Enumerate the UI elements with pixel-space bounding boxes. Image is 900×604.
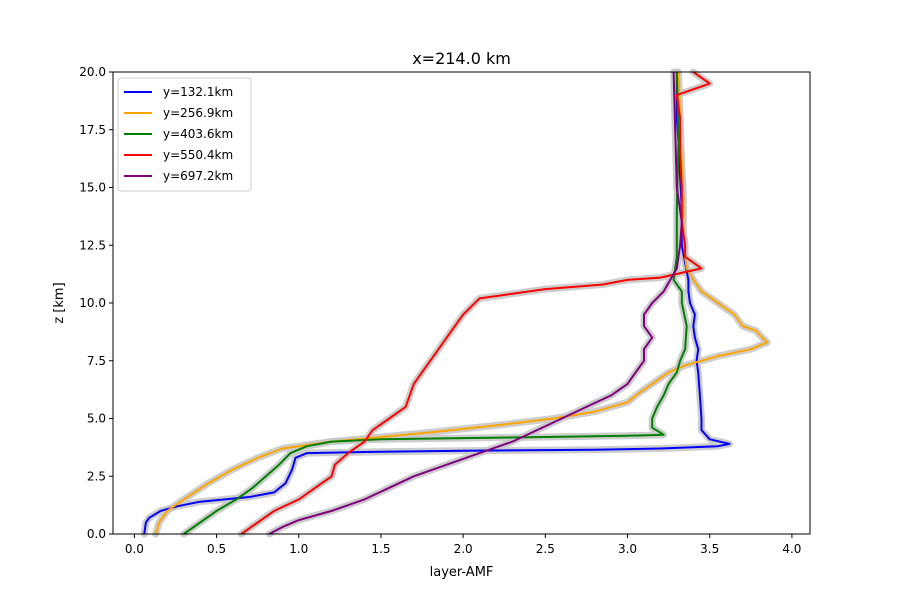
x-axis-ticks: 0.0 0.5 1.0 1.5 2.0 2.5 3.0 3.5 4.0 <box>125 534 801 556</box>
y-tick-label: 10.0 <box>79 296 106 310</box>
y-tick-label: 5.0 <box>87 412 106 426</box>
y-tick-label: 7.5 <box>87 354 106 368</box>
x-tick-label: 0.5 <box>207 542 226 556</box>
chart-title: x=214.0 km <box>412 49 511 68</box>
x-tick-label: 3.0 <box>618 542 637 556</box>
y-tick-label: 17.5 <box>79 123 106 137</box>
legend-box <box>117 77 252 192</box>
y-tick-label: 20.0 <box>79 65 106 79</box>
x-tick-label: 2.0 <box>454 542 473 556</box>
series-line-5 <box>268 71 683 535</box>
series-line-3 <box>183 71 688 535</box>
x-tick-label: 1.0 <box>289 542 308 556</box>
y-axis-ticks: 0.0 2.5 5.0 7.5 10.0 12.5 15.0 17.5 20.0 <box>79 65 113 541</box>
y-tick-label: 2.5 <box>87 469 106 483</box>
series-line-1 <box>143 72 731 535</box>
series-line-4 <box>240 71 711 535</box>
legend-label: y=697.2km <box>163 169 233 183</box>
y-tick-label: 15.0 <box>79 181 106 195</box>
x-tick-label: 4.0 <box>782 542 801 556</box>
legend: y=132.1km y=256.9km y=403.6km y=550.4km y=69… <box>117 77 252 192</box>
y-axis-label: z [km] <box>52 282 67 323</box>
x-axis-label: layer-AMF <box>430 565 494 580</box>
x-tick-label: 0.0 <box>125 542 144 556</box>
x-tick-label: 2.5 <box>536 542 555 556</box>
y-tick-label: 12.5 <box>79 238 106 252</box>
legend-label: y=550.4km <box>163 148 233 162</box>
x-tick-label: 1.5 <box>371 542 390 556</box>
legend-label: y=403.6km <box>163 127 233 141</box>
legend-label: y=132.1km <box>163 85 233 99</box>
x-tick-label: 3.5 <box>700 542 719 556</box>
legend-label: y=256.9km <box>163 106 233 120</box>
series-lines <box>143 71 769 535</box>
y-tick-label: 0.0 <box>87 527 106 541</box>
